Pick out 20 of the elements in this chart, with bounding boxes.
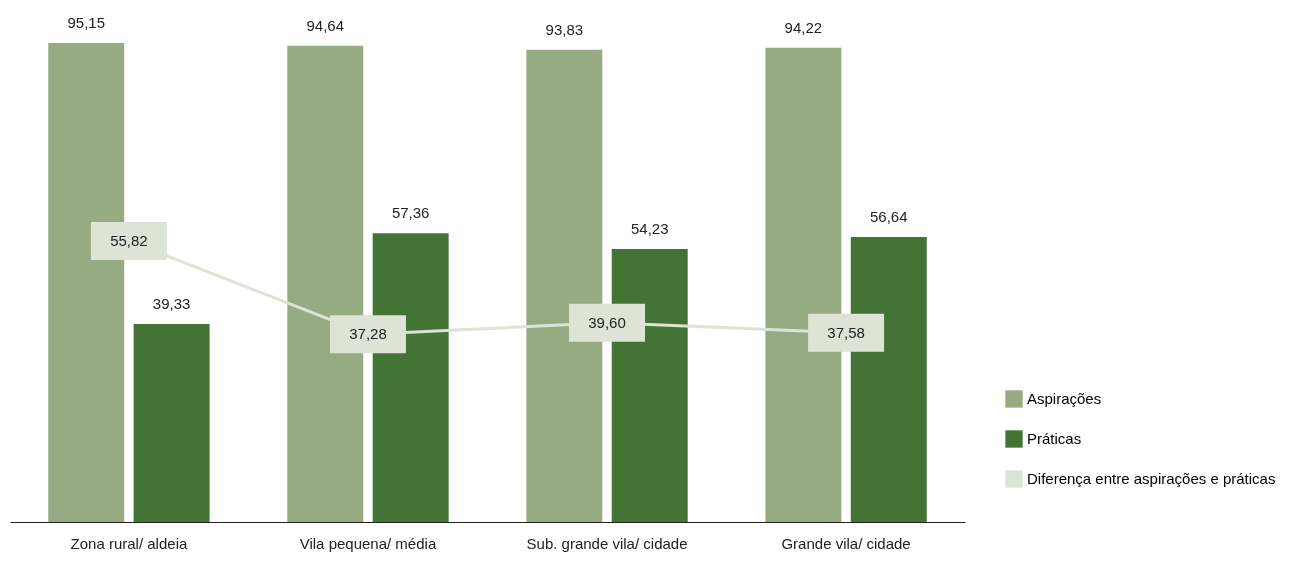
bar [133, 324, 210, 522]
legend-label: Diferença entre aspirações e práticas [1027, 470, 1276, 487]
x-tick-label: Sub. grande vila/ cidade [526, 534, 688, 552]
data-label: 93,83 [545, 20, 584, 38]
data-label: 95,15 [67, 14, 106, 32]
data-label: 54,23 [630, 220, 669, 238]
data-label: 56,64 [869, 207, 908, 225]
data-label: 37,58 [827, 323, 865, 341]
data-label: 57,36 [391, 204, 430, 222]
legend-label: Aspirações [1027, 390, 1102, 407]
data-label: 37,28 [349, 325, 387, 343]
data-label: 94,22 [784, 18, 823, 36]
x-tick-label: Vila pequena/ média [299, 534, 437, 552]
x-tick-label: Zona rural/ aldeia [70, 534, 188, 552]
legend-label: Práticas [1027, 430, 1082, 447]
data-label: 39,33 [152, 295, 191, 313]
data-label: 39,60 [588, 313, 626, 331]
data-label: 94,64 [306, 16, 345, 34]
data-label: 55,82 [110, 232, 148, 250]
x-tick-label: Grande vila/ cidade [781, 534, 911, 552]
